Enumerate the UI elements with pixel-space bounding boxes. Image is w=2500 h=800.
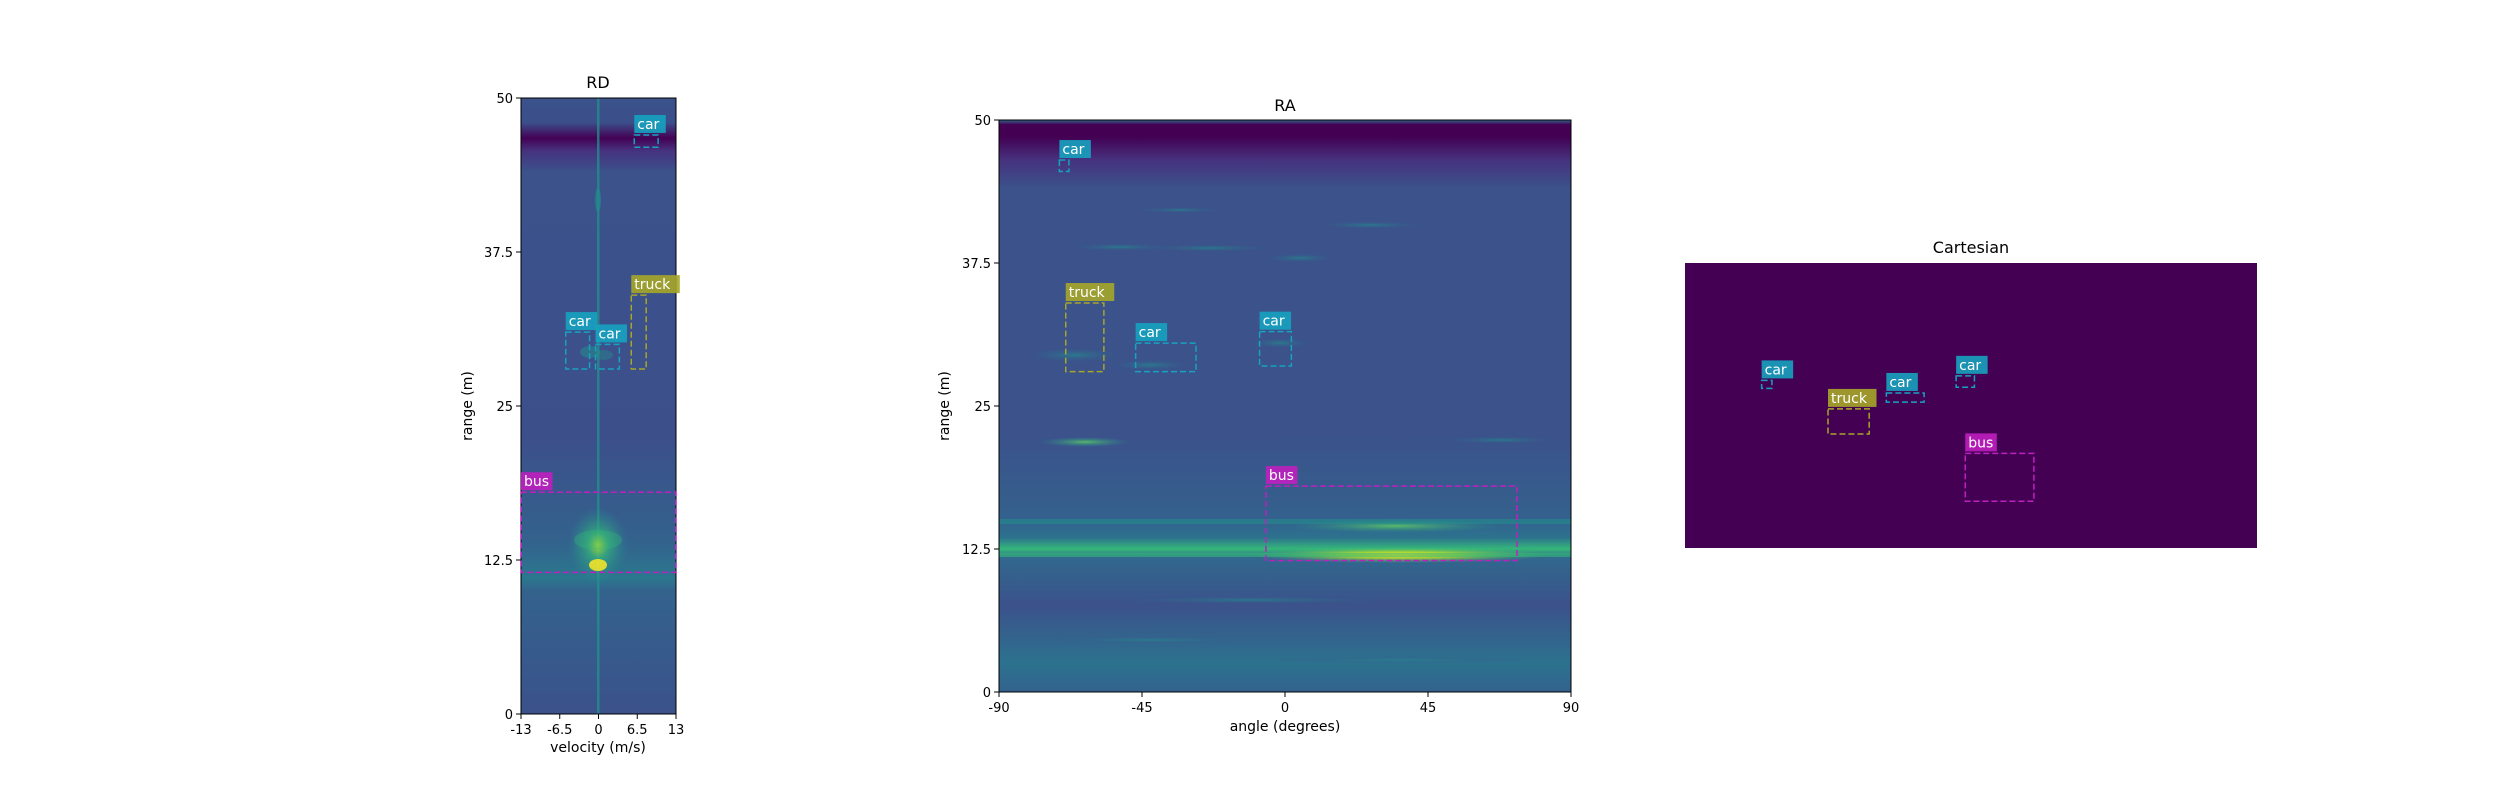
ra-y-tick-label-0: 0 bbox=[983, 686, 991, 701]
ra-box-bus-4 bbox=[1265, 485, 1518, 562]
rd-label-bg-1 bbox=[631, 275, 680, 294]
ra-x-tick-label-1: -45 bbox=[1131, 701, 1152, 716]
ra-label-bg-4 bbox=[1265, 466, 1298, 485]
cartesian-detections: car truck car car bus bbox=[1760, 355, 2035, 503]
rd-x-axis-label: velocity (m/s) bbox=[550, 740, 646, 756]
cart-label-bg-4 bbox=[1965, 433, 1997, 452]
ra-label-bg-1 bbox=[1065, 283, 1115, 302]
rd-y-tick-label-0: 0 bbox=[505, 708, 513, 723]
cart-label-bg-1 bbox=[1828, 388, 1877, 407]
cart-box-bus-4 bbox=[1964, 452, 2035, 503]
ra-x-tick-label-0: -90 bbox=[988, 701, 1009, 716]
rd-y-tick-label-2: 25 bbox=[496, 400, 513, 415]
rd-label-bg-4 bbox=[521, 472, 553, 491]
ra-label-bg-3 bbox=[1259, 311, 1292, 330]
rd-box-truck-1 bbox=[630, 294, 647, 370]
rd-x-tick-label-3: 6.5 bbox=[627, 723, 648, 738]
rd-label-bg-3 bbox=[595, 324, 628, 343]
ra-label-truck-1: truck bbox=[1069, 285, 1106, 301]
cartesian-title: Cartesian bbox=[1933, 238, 2009, 257]
ra-box-car-3 bbox=[1258, 330, 1293, 367]
rd-label-truck-1: truck bbox=[634, 277, 671, 293]
ra-y-axis-label: range (m) bbox=[937, 371, 953, 441]
ra-y-tick-label-2: 25 bbox=[974, 400, 991, 415]
cartesian-panel: Cartesian car truck car car bus bbox=[1685, 238, 2257, 548]
ra-y-tick-label-1: 12.5 bbox=[962, 543, 991, 558]
cart-box-car-2 bbox=[1885, 392, 1925, 403]
cart-box-car-3 bbox=[1955, 375, 1976, 389]
ra-heatmap bbox=[999, 120, 1571, 692]
rd-label-car-2: car bbox=[569, 314, 591, 330]
ra-box-car-0 bbox=[1058, 159, 1070, 173]
ra-label-bus-4: bus bbox=[1269, 468, 1294, 484]
rd-box-car-0 bbox=[633, 134, 659, 149]
ra-label-car-2: car bbox=[1139, 325, 1161, 341]
rd-label-bg-2 bbox=[565, 312, 598, 331]
rd-label-car-3: car bbox=[599, 326, 621, 342]
cart-label-bus-4: bus bbox=[1968, 435, 1993, 451]
ra-x-axis-label: angle (degrees) bbox=[1230, 719, 1341, 735]
ra-y-ticks: 0 12.5 25 37.5 50 bbox=[962, 114, 999, 701]
rd-x-tick-label-4: 13 bbox=[668, 723, 685, 738]
ra-label-bg-0 bbox=[1059, 140, 1091, 159]
rd-heatmap bbox=[521, 98, 676, 714]
cart-label-truck-1: truck bbox=[1831, 391, 1868, 407]
rd-box-car-3 bbox=[594, 343, 621, 370]
rd-y-ticks: 0 12.5 25 37.5 50 bbox=[484, 92, 521, 723]
ra-y-tick-label-4: 50 bbox=[974, 114, 991, 129]
cart-box-truck-1 bbox=[1827, 408, 1870, 435]
ra-detections: car truck car car bus bbox=[1058, 140, 1518, 562]
cart-box-car-0 bbox=[1760, 379, 1773, 390]
rd-title: RD bbox=[586, 73, 609, 92]
cartesian-heatmap bbox=[1685, 263, 2257, 548]
cart-label-bg-0 bbox=[1761, 360, 1794, 379]
ra-x-tick-label-3: 45 bbox=[1420, 701, 1437, 716]
ra-box-car-2 bbox=[1134, 342, 1197, 373]
rd-box-bus-4 bbox=[520, 491, 677, 574]
rd-label-bg-0 bbox=[634, 114, 666, 133]
ra-title: RA bbox=[1274, 96, 1295, 115]
rd-box-car-2 bbox=[564, 331, 591, 370]
cart-label-bg-3 bbox=[1956, 355, 1988, 374]
ra-label-bg-2 bbox=[1135, 323, 1168, 342]
ra-box-truck-1 bbox=[1064, 302, 1105, 373]
rd-y-axis-label: range (m) bbox=[460, 371, 476, 441]
ra-panel: RA car truck car car bus -90 -45 0 45 90 bbox=[937, 96, 1579, 735]
rd-y-tick-label-1: 12.5 bbox=[484, 554, 513, 569]
rd-label-bus-4: bus bbox=[524, 474, 549, 490]
ra-y-tick-label-3: 37.5 bbox=[962, 257, 991, 272]
ra-x-tick-label-2: 0 bbox=[1281, 701, 1289, 716]
cart-label-bg-2 bbox=[1886, 372, 1918, 391]
cart-label-car-3: car bbox=[1959, 358, 1981, 374]
ra-x-tick-label-4: 90 bbox=[1563, 701, 1580, 716]
ra-label-car-0: car bbox=[1062, 142, 1084, 158]
cart-label-car-2: car bbox=[1889, 375, 1911, 391]
rd-x-tick-label-2: 0 bbox=[594, 723, 602, 738]
rd-x-tick-label-0: -13 bbox=[510, 723, 531, 738]
cart-label-car-0: car bbox=[1765, 362, 1787, 378]
rd-label-car-0: car bbox=[637, 117, 659, 133]
rd-x-tick-label-1: -6.5 bbox=[547, 723, 572, 738]
ra-x-ticks: -90 -45 0 45 90 bbox=[988, 692, 1579, 716]
rd-x-ticks: -13 -6.5 0 6.5 13 bbox=[510, 714, 684, 738]
ra-label-car-3: car bbox=[1263, 314, 1285, 330]
rd-y-tick-label-4: 50 bbox=[496, 92, 513, 107]
rd-y-tick-label-3: 37.5 bbox=[484, 246, 513, 261]
